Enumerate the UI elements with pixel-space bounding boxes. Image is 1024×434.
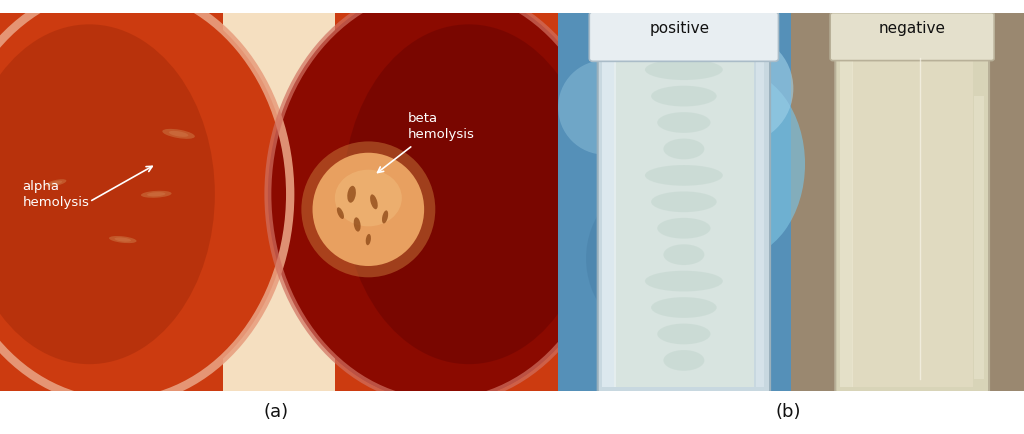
- Text: positive: positive: [649, 20, 710, 36]
- Ellipse shape: [664, 350, 705, 371]
- Text: negative: negative: [879, 20, 946, 36]
- Ellipse shape: [366, 234, 371, 245]
- Ellipse shape: [657, 324, 711, 344]
- Ellipse shape: [141, 191, 172, 198]
- Bar: [852, 17, 973, 387]
- Ellipse shape: [268, 0, 614, 402]
- Ellipse shape: [651, 297, 717, 318]
- Ellipse shape: [664, 244, 705, 265]
- Ellipse shape: [45, 179, 67, 187]
- Ellipse shape: [558, 60, 651, 155]
- Ellipse shape: [651, 191, 717, 212]
- Text: (b): (b): [776, 403, 801, 421]
- Bar: [614, 17, 754, 387]
- Ellipse shape: [353, 217, 360, 232]
- Ellipse shape: [657, 218, 711, 239]
- Ellipse shape: [335, 170, 401, 227]
- Ellipse shape: [0, 24, 215, 364]
- Bar: [223, 13, 335, 391]
- Ellipse shape: [664, 138, 705, 159]
- Ellipse shape: [651, 85, 717, 106]
- Bar: [602, 28, 616, 387]
- Ellipse shape: [109, 236, 136, 243]
- Ellipse shape: [312, 153, 424, 266]
- Ellipse shape: [657, 112, 711, 133]
- Ellipse shape: [343, 24, 594, 364]
- Ellipse shape: [115, 237, 131, 242]
- FancyBboxPatch shape: [598, 11, 770, 392]
- Bar: [840, 28, 853, 387]
- Ellipse shape: [586, 183, 717, 334]
- Ellipse shape: [666, 70, 805, 259]
- Ellipse shape: [0, 0, 290, 402]
- Text: beta
hemolysis: beta hemolysis: [408, 112, 474, 141]
- Ellipse shape: [0, 24, 215, 364]
- FancyBboxPatch shape: [830, 13, 994, 61]
- Ellipse shape: [382, 210, 388, 224]
- Ellipse shape: [163, 129, 195, 139]
- Ellipse shape: [169, 131, 188, 137]
- FancyBboxPatch shape: [836, 11, 989, 392]
- Ellipse shape: [0, 0, 290, 402]
- Bar: [974, 96, 984, 379]
- Bar: [756, 28, 765, 387]
- Ellipse shape: [370, 194, 378, 209]
- Text: alpha
hemolysis: alpha hemolysis: [23, 180, 89, 209]
- Ellipse shape: [337, 207, 344, 219]
- Bar: [791, 13, 1024, 391]
- Ellipse shape: [645, 59, 723, 80]
- Ellipse shape: [645, 271, 723, 292]
- Bar: [558, 13, 801, 391]
- Ellipse shape: [645, 165, 723, 186]
- Ellipse shape: [301, 141, 435, 277]
- FancyBboxPatch shape: [589, 12, 778, 61]
- Text: (a): (a): [264, 403, 289, 421]
- Ellipse shape: [268, 0, 614, 402]
- Ellipse shape: [343, 24, 594, 364]
- Ellipse shape: [677, 32, 794, 145]
- Ellipse shape: [49, 181, 62, 185]
- Ellipse shape: [347, 186, 356, 203]
- Ellipse shape: [147, 192, 166, 196]
